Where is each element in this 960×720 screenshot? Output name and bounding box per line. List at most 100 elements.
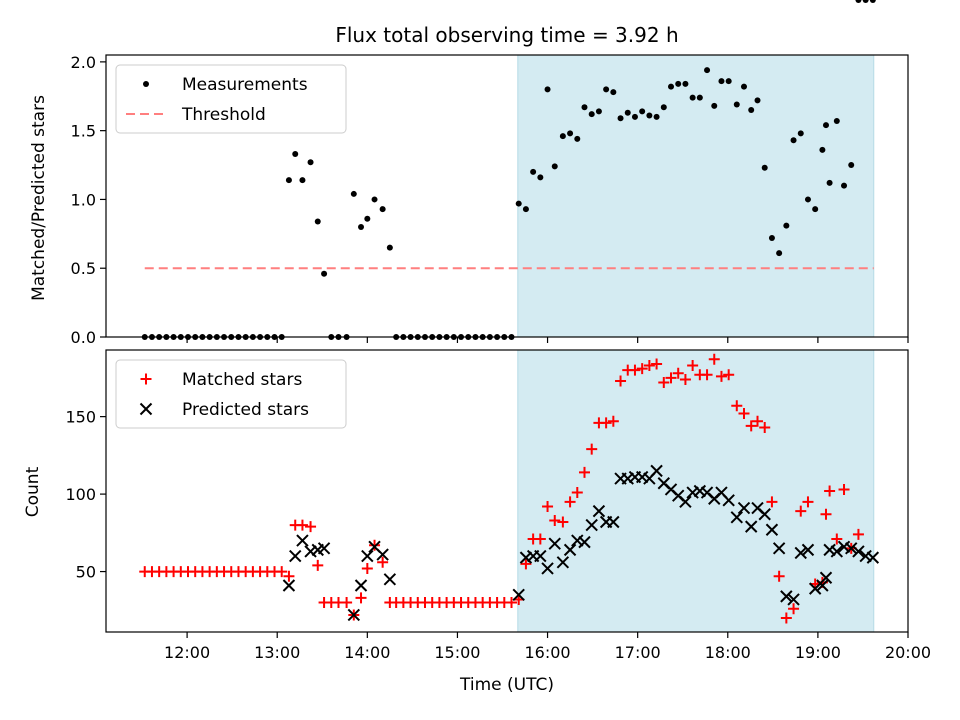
predicted-stars-point bbox=[585, 518, 598, 532]
matched-stars-point bbox=[838, 483, 850, 495]
measurement-point bbox=[841, 182, 848, 189]
predicted-stars-point bbox=[621, 472, 634, 485]
matched-stars-point bbox=[795, 505, 807, 517]
ratio-panel-frame bbox=[105, 54, 909, 338]
matched-stars-point bbox=[708, 353, 720, 365]
count-panel-frame bbox=[105, 349, 909, 633]
measurement-point bbox=[725, 78, 732, 85]
legend-label: Threshold bbox=[181, 105, 266, 125]
matched-stars-point bbox=[586, 443, 598, 455]
matched-stars-point bbox=[312, 559, 324, 571]
ratio-y-tick-label: 1.0 bbox=[71, 190, 96, 209]
predicted-stars-point bbox=[758, 508, 771, 521]
x-tick-label: 16:00 bbox=[524, 643, 570, 662]
matched-stars-point bbox=[766, 496, 778, 508]
measurement-point bbox=[581, 104, 588, 111]
x-tick-label: 18:00 bbox=[705, 643, 751, 662]
measurement-point bbox=[797, 130, 804, 137]
matched-stars-point bbox=[542, 500, 554, 512]
ratio-legend-box bbox=[115, 64, 347, 134]
measurement-point bbox=[314, 218, 321, 225]
matched-stars-point bbox=[820, 508, 832, 520]
measurement-point bbox=[822, 122, 829, 129]
measurement-point bbox=[819, 146, 826, 153]
matched-stars-point bbox=[600, 417, 612, 429]
measurement-point bbox=[761, 164, 768, 171]
x-tick-label: 20:00 bbox=[885, 643, 931, 662]
measurement-point bbox=[711, 102, 718, 109]
predicted-stars-point bbox=[376, 548, 389, 561]
matched-stars-point bbox=[723, 369, 735, 381]
measurement-point bbox=[689, 94, 696, 101]
measurement-point bbox=[718, 78, 725, 85]
measurement-point bbox=[748, 107, 755, 114]
x-tick-label: 12:00 bbox=[164, 643, 210, 662]
x-tick-label: 13:00 bbox=[254, 643, 300, 662]
predicted-stars-point bbox=[534, 549, 547, 563]
count-y-tick-label: 50 bbox=[76, 563, 96, 582]
predicted-stars-point bbox=[722, 494, 735, 507]
legend-predicted-stars-marker bbox=[139, 402, 153, 416]
x-tick-label: 17:00 bbox=[615, 643, 661, 662]
measurement-point bbox=[595, 108, 602, 115]
matched-stars-point bbox=[283, 570, 295, 582]
predicted-stars-point bbox=[592, 504, 606, 518]
measurement-point bbox=[668, 83, 675, 90]
matched-stars-point bbox=[831, 533, 843, 545]
predicted-stars-point bbox=[541, 562, 554, 575]
measurement-point bbox=[371, 196, 378, 203]
legend-label: Measurements bbox=[182, 75, 308, 95]
measurement-point bbox=[321, 270, 328, 277]
predicted-stars-point bbox=[512, 588, 525, 602]
matched-stars-point bbox=[534, 533, 546, 545]
matched-stars-point bbox=[752, 415, 764, 427]
measurement-point bbox=[675, 80, 682, 87]
matched-stars-point bbox=[788, 603, 800, 615]
predicted-stars-point bbox=[578, 535, 591, 549]
measurement-point bbox=[653, 113, 660, 120]
count-panel-y-axis-label: Count bbox=[23, 466, 43, 517]
measurement-point bbox=[530, 168, 537, 175]
x-tick-label: 14:00 bbox=[344, 643, 390, 662]
count-panel-legend: Matched stars Predicted stars bbox=[115, 359, 347, 429]
measurement-point bbox=[588, 111, 595, 118]
x-axis-label: Time (UTC) bbox=[459, 675, 554, 695]
predicted-stars-point bbox=[519, 551, 533, 564]
predicted-stars-point bbox=[354, 579, 368, 592]
ratio-y-tick-label: 1.5 bbox=[71, 122, 96, 141]
predicted-stars-point bbox=[679, 495, 692, 509]
chart-title: Flux total observing time = 3.92 h bbox=[335, 23, 678, 47]
predicted-stars-point bbox=[383, 573, 397, 586]
matched-stars-point bbox=[824, 485, 836, 497]
measurement-point bbox=[631, 113, 638, 120]
matched-stars-point bbox=[745, 420, 757, 432]
matched-stars-point bbox=[852, 528, 864, 540]
ratio-y-tick-label: 0.5 bbox=[71, 259, 96, 278]
matched-stars-point bbox=[643, 359, 655, 371]
matched-stars-point bbox=[636, 363, 648, 375]
predicted-stars-point bbox=[317, 542, 331, 555]
matched-stars-point bbox=[715, 370, 727, 382]
measurement-point bbox=[862, 0, 869, 3]
predicted-stars-point bbox=[801, 543, 815, 557]
measurement-point bbox=[733, 101, 740, 108]
predicted-stars-point bbox=[361, 549, 374, 563]
predicted-stars-point bbox=[563, 543, 577, 557]
measurement-point bbox=[285, 177, 292, 184]
predicted-stars-point bbox=[556, 556, 570, 569]
predicted-stars-point bbox=[816, 579, 829, 592]
predicted-stars-point bbox=[737, 501, 751, 515]
measurement-point bbox=[551, 163, 558, 170]
measurement-point bbox=[740, 83, 747, 90]
measurement-point bbox=[776, 250, 783, 257]
measurement-point bbox=[660, 104, 667, 111]
matched-stars-point bbox=[571, 487, 583, 499]
matched-stars-point bbox=[665, 372, 677, 384]
measurement-point bbox=[610, 89, 617, 96]
measurement-point bbox=[522, 206, 529, 213]
measurement-point bbox=[704, 67, 711, 74]
predicted-stars-point bbox=[819, 571, 833, 584]
measurement-point bbox=[364, 215, 371, 222]
predicted-stars-point bbox=[282, 579, 296, 592]
